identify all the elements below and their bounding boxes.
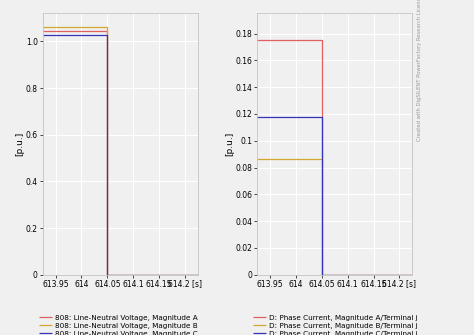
808: Line-Neutral Voltage, Magnitude B: (614, 0): Line-Neutral Voltage, Magnitude B: (614,… <box>105 273 110 277</box>
Line: 808: Line-Neutral Voltage, Magnitude A: 808: Line-Neutral Voltage, Magnitude A <box>43 31 198 275</box>
Legend: D: Phase Current, Magnitude A/Terminal j, D: Phase Current, Magnitude B/Terminal: D: Phase Current, Magnitude A/Terminal j… <box>253 315 418 335</box>
Y-axis label: [p.u.]: [p.u.] <box>15 132 24 156</box>
D: Phase Current, Magnitude C/Terminal j: (614, 0.118): Phase Current, Magnitude C/Terminal j: (… <box>319 115 325 119</box>
808: Line-Neutral Voltage, Magnitude B: (614, 0): Line-Neutral Voltage, Magnitude B: (614,… <box>195 273 201 277</box>
D: Phase Current, Magnitude A/Terminal j: (614, 0): Phase Current, Magnitude A/Terminal j: (… <box>319 273 325 277</box>
Legend: 808: Line-Neutral Voltage, Magnitude A, 808: Line-Neutral Voltage, Magnitude B, : 808: Line-Neutral Voltage, Magnitude A, … <box>38 315 198 335</box>
D: Phase Current, Magnitude B/Terminal j: (614, 0.086): Phase Current, Magnitude B/Terminal j: (… <box>254 157 260 161</box>
808: Line-Neutral Voltage, Magnitude A: (614, 1.04): Line-Neutral Voltage, Magnitude A: (614,… <box>105 29 110 33</box>
Line: 808: Line-Neutral Voltage, Magnitude B: 808: Line-Neutral Voltage, Magnitude B <box>43 27 198 275</box>
Text: Created with DigSILENT PowerFactory Research Licence: Created with DigSILENT PowerFactory Rese… <box>417 0 422 141</box>
D: Phase Current, Magnitude B/Terminal j: (614, 0): Phase Current, Magnitude B/Terminal j: (… <box>319 273 325 277</box>
Line: D: Phase Current, Magnitude A/Terminal j: D: Phase Current, Magnitude A/Terminal j <box>257 40 412 275</box>
808: Line-Neutral Voltage, Magnitude A: (614, 1.04): Line-Neutral Voltage, Magnitude A: (614,… <box>40 29 46 33</box>
D: Phase Current, Magnitude C/Terminal j: (614, 0.118): Phase Current, Magnitude C/Terminal j: (… <box>254 115 260 119</box>
808: Line-Neutral Voltage, Magnitude B: (614, 1.06): Line-Neutral Voltage, Magnitude B: (614,… <box>40 25 46 29</box>
D: Phase Current, Magnitude A/Terminal j: (614, 0.175): Phase Current, Magnitude A/Terminal j: (… <box>319 38 325 42</box>
808: Line-Neutral Voltage, Magnitude C: (614, 0): Line-Neutral Voltage, Magnitude C: (614,… <box>105 273 110 277</box>
Line: 808: Line-Neutral Voltage, Magnitude C: 808: Line-Neutral Voltage, Magnitude C <box>43 35 198 275</box>
808: Line-Neutral Voltage, Magnitude C: (614, 1.03): Line-Neutral Voltage, Magnitude C: (614,… <box>40 33 46 37</box>
D: Phase Current, Magnitude A/Terminal j: (614, 0): Phase Current, Magnitude A/Terminal j: (… <box>410 273 415 277</box>
D: Phase Current, Magnitude C/Terminal j: (614, 0): Phase Current, Magnitude C/Terminal j: (… <box>410 273 415 277</box>
D: Phase Current, Magnitude A/Terminal j: (614, 0.175): Phase Current, Magnitude A/Terminal j: (… <box>254 38 260 42</box>
Line: D: Phase Current, Magnitude B/Terminal j: D: Phase Current, Magnitude B/Terminal j <box>257 159 412 275</box>
Y-axis label: [p.u.]: [p.u.] <box>225 132 234 156</box>
808: Line-Neutral Voltage, Magnitude A: (614, 0): Line-Neutral Voltage, Magnitude A: (614,… <box>195 273 201 277</box>
808: Line-Neutral Voltage, Magnitude C: (614, 1.03): Line-Neutral Voltage, Magnitude C: (614,… <box>105 33 110 37</box>
808: Line-Neutral Voltage, Magnitude A: (614, 0): Line-Neutral Voltage, Magnitude A: (614,… <box>105 273 110 277</box>
D: Phase Current, Magnitude C/Terminal j: (614, 0): Phase Current, Magnitude C/Terminal j: (… <box>319 273 325 277</box>
D: Phase Current, Magnitude B/Terminal j: (614, 0): Phase Current, Magnitude B/Terminal j: (… <box>410 273 415 277</box>
808: Line-Neutral Voltage, Magnitude B: (614, 1.06): Line-Neutral Voltage, Magnitude B: (614,… <box>105 25 110 29</box>
808: Line-Neutral Voltage, Magnitude C: (614, 0): Line-Neutral Voltage, Magnitude C: (614,… <box>195 273 201 277</box>
D: Phase Current, Magnitude B/Terminal j: (614, 0.086): Phase Current, Magnitude B/Terminal j: (… <box>319 157 325 161</box>
Line: D: Phase Current, Magnitude C/Terminal j: D: Phase Current, Magnitude C/Terminal j <box>257 117 412 275</box>
